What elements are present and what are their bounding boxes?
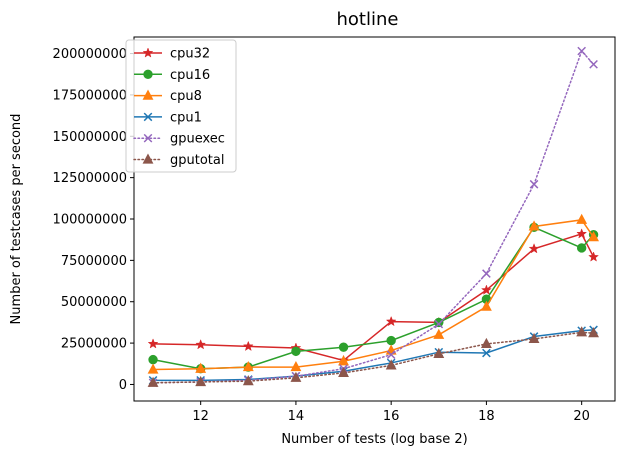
data-point-cpu8 (338, 355, 349, 366)
data-point-cpu32 (480, 284, 492, 295)
data-point-gpuexec (529, 179, 539, 189)
x-axis-ticks: 12 14 16 18 20 (192, 401, 590, 424)
y-axis-label: Number of testcases per second (9, 114, 24, 325)
data-point-cpu8 (195, 362, 207, 373)
data-point-cpu16 (148, 354, 158, 365)
y-tick-label: 25000000 (61, 337, 127, 352)
data-point-gputotal (385, 359, 397, 370)
x-tick-label: 18 (478, 409, 495, 424)
data-point-cpu8 (480, 300, 492, 311)
legend: cpu32 cpu16 cpu8 cpu1 gpuexec gputotal (125, 39, 237, 173)
legend-entry: cpu8 (134, 89, 202, 104)
data-point-gpuexec (386, 350, 396, 360)
legend-marker (143, 69, 153, 80)
data-point-gpuexec (434, 319, 444, 329)
legend-entry: gpuexec (133, 132, 225, 147)
data-point-gputotal (195, 375, 207, 387)
data-point-cpu8 (147, 363, 159, 374)
data-point-cpu8 (576, 213, 588, 224)
data-point-cpu16 (434, 317, 444, 328)
data-point-cpu1 (482, 348, 491, 358)
x-tick-label: 12 (192, 409, 209, 424)
data-point-gputotal (528, 332, 540, 344)
series-line-gputotal (152, 331, 595, 384)
y-tick-label: 200000000 (53, 47, 127, 62)
legend-label: cpu16 (170, 68, 210, 83)
data-point-gputotal (588, 327, 600, 338)
legend-label: cpu1 (170, 110, 202, 125)
legend-label: gpuexec (170, 132, 225, 147)
legend-label: gputotal (170, 153, 224, 168)
data-point-gputotal (242, 375, 254, 386)
data-point-cpu32 (576, 228, 588, 239)
y-tick-label: 175000000 (53, 88, 127, 103)
y-tick-label: 150000000 (53, 130, 127, 145)
x-tick-label: 20 (573, 409, 590, 424)
x-tick-label: 16 (383, 409, 400, 424)
data-point-gputotal (338, 366, 349, 377)
plot-frame (133, 36, 616, 402)
x-tick-label: 14 (288, 409, 305, 424)
data-point-cpu32 (242, 340, 254, 352)
legend-marker (142, 47, 154, 58)
legend-marker (142, 153, 154, 164)
legend-entry: cpu1 (134, 110, 202, 125)
data-point-cpu16 (576, 243, 587, 253)
data-point-gputotal (433, 347, 445, 358)
legend-entry: cpu32 (134, 47, 210, 62)
data-point-cpu16 (338, 342, 349, 352)
y-tick-label: 125000000 (53, 171, 127, 186)
legend-marker (142, 89, 154, 100)
data-point-cpu8 (528, 220, 540, 231)
data-point-gputotal (576, 326, 588, 337)
data-point-gpuexec (589, 59, 598, 69)
y-axis-ticks: 0 25000000 50000000 75000000 100000000 125000… (53, 47, 134, 393)
data-point-gputotal (480, 337, 492, 349)
data-point-gputotal (147, 376, 159, 387)
y-tick-label: 75000000 (61, 254, 127, 269)
data-point-cpu8 (433, 328, 445, 339)
legend-label: cpu8 (170, 89, 202, 104)
data-point-gputotal (290, 371, 302, 382)
y-tick-label: 100000000 (53, 213, 127, 228)
y-tick-label: 50000000 (61, 295, 127, 310)
data-point-cpu8 (242, 361, 254, 372)
data-point-cpu32 (528, 243, 540, 254)
legend-marker (143, 133, 153, 143)
data-point-cpu32 (385, 315, 397, 327)
chart-title: hotline (337, 9, 399, 30)
data-point-cpu32 (195, 339, 207, 350)
data-point-cpu16 (291, 346, 301, 357)
data-point-cpu8 (290, 361, 302, 372)
x-axis-label: Number of tests (log base 2) (281, 432, 467, 447)
legend-box (125, 39, 237, 173)
y-tick-label: 0 (119, 378, 127, 393)
legend-entry: cpu16 (134, 68, 210, 83)
data-point-cpu16 (386, 335, 396, 346)
data-point-gpuexec (482, 269, 491, 278)
series-gputotal (147, 326, 600, 387)
legend-label: cpu32 (170, 47, 210, 62)
data-point-cpu32 (588, 251, 599, 262)
legend-marker (143, 112, 153, 122)
plot-series (147, 46, 600, 388)
data-point-cpu32 (147, 338, 159, 349)
data-point-gpuexec (577, 46, 586, 56)
data-point-cpu8 (588, 231, 600, 242)
legend-entry: gputotal (133, 153, 224, 168)
